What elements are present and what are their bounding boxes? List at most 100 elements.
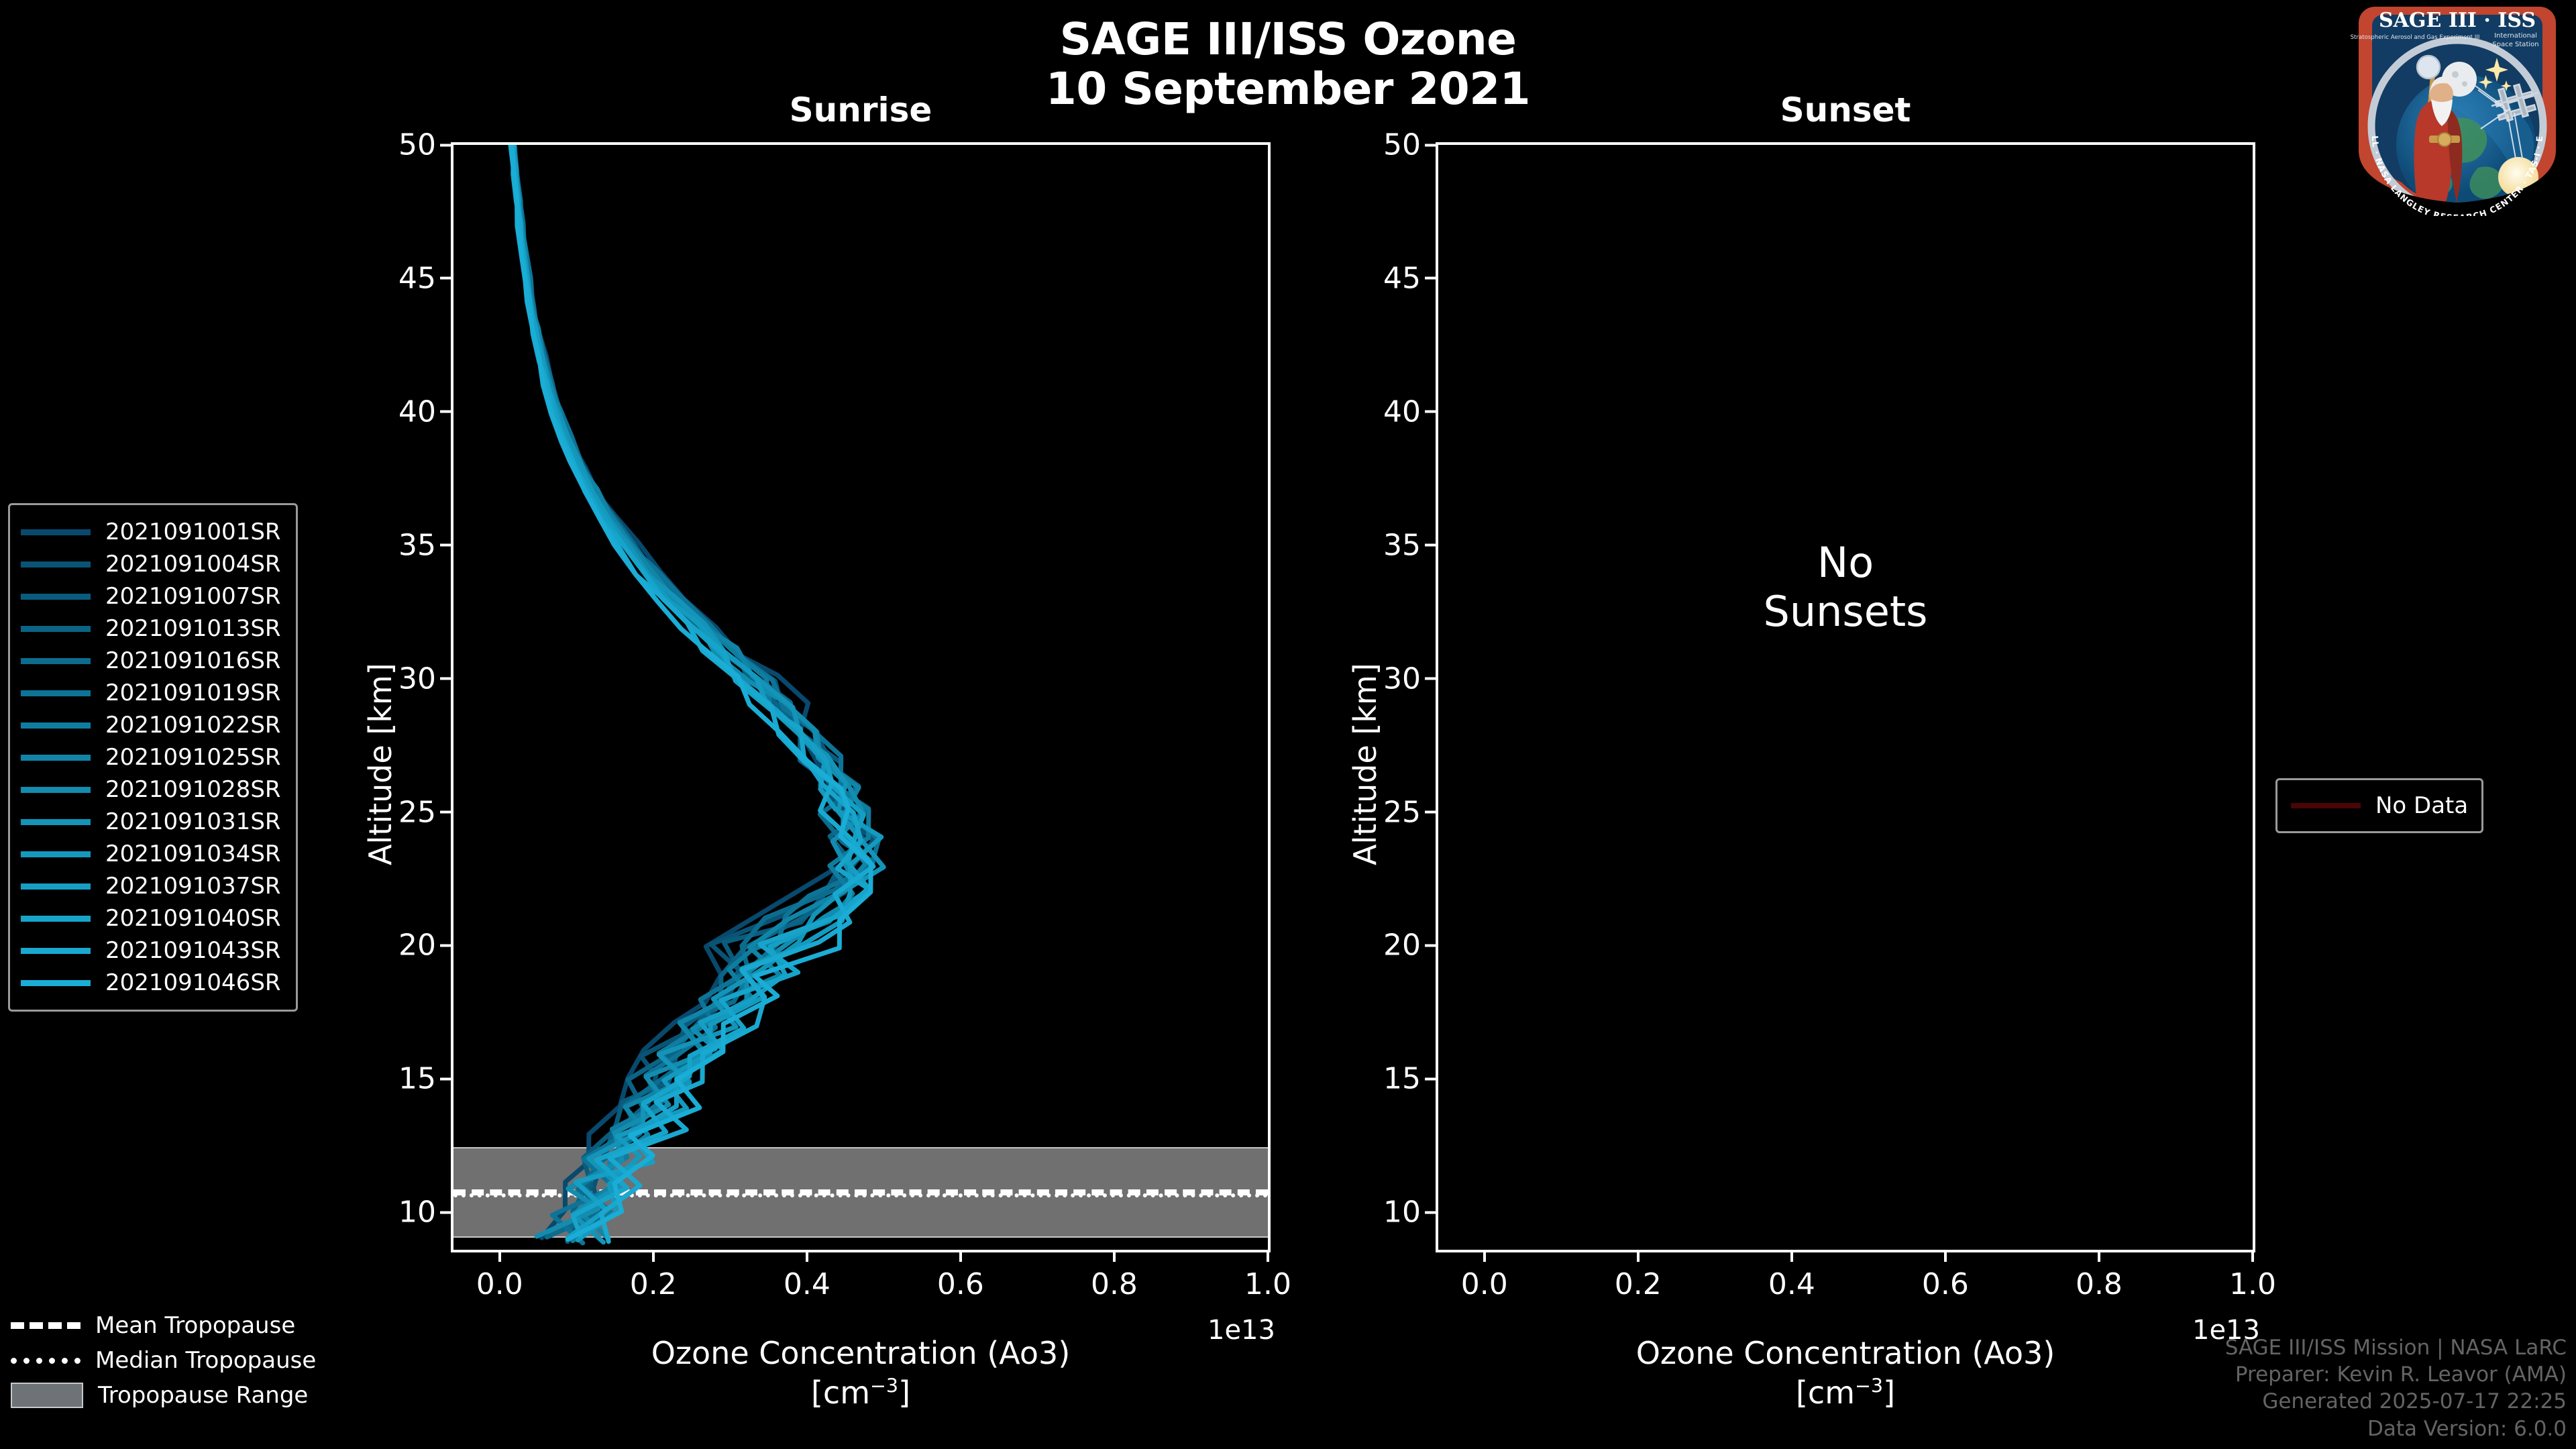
- event-color-swatch: [21, 529, 91, 535]
- sunrise-panel-title: Sunrise: [789, 91, 932, 129]
- no-data-legend[interactable]: No Data: [2275, 778, 2484, 833]
- event-color-swatch: [21, 851, 91, 857]
- legend-item-event[interactable]: 2021091040SR: [21, 902, 281, 934]
- event-label: 2021091037SR: [105, 873, 281, 900]
- y-tick-label: 20: [398, 928, 453, 963]
- event-label: 2021091028SR: [105, 776, 281, 803]
- ozone-profile-line: [511, 145, 871, 1240]
- legend-item-event[interactable]: 2021091007SR: [21, 580, 281, 612]
- x-tick-label: 0.0: [1461, 1250, 1508, 1301]
- legend-item-event[interactable]: 2021091022SR: [21, 709, 281, 741]
- patch-star-small-2: [2501, 80, 2512, 91]
- patch-star-large: [2485, 58, 2508, 82]
- y-tick-label: 10: [1383, 1195, 1438, 1230]
- legend-item-mean-tropopause: Mean Tropopause: [11, 1308, 316, 1343]
- legend-item-event[interactable]: 2021091013SR: [21, 612, 281, 645]
- sunrise-x-axis-label-main: Ozone Concentration (Ao3): [651, 1335, 1071, 1371]
- y-tick-label: 50: [398, 128, 453, 162]
- event-label: 2021091040SR: [105, 905, 281, 932]
- sunrise-plot-area: 10 15 20 25 30 35 40 45 50 0.0 0.2 0.4 0.6 0.8 1.0: [398, 128, 1291, 1302]
- credit-line-preparer: Preparer: Kevin R. Leavor (AMA): [2235, 1362, 2567, 1387]
- x-tick-label: 0.0: [476, 1250, 523, 1301]
- event-color-swatch: [21, 561, 91, 568]
- units-exponent: −3: [1855, 1375, 1884, 1397]
- y-tick-label: 30: [398, 661, 453, 696]
- legend-item-tropopause-range: Tropopause Range: [11, 1378, 316, 1413]
- no-sunsets-message: No Sunsets: [1438, 538, 2253, 636]
- y-tick-label: 25: [1383, 795, 1438, 829]
- y-tick-label: 20: [1383, 928, 1438, 963]
- legend-item-event[interactable]: 2021091043SR: [21, 934, 281, 967]
- credits-block: SAGE III/ISS Mission | NASA LaRC Prepare…: [2225, 1334, 2567, 1442]
- legend-item-event[interactable]: 2021091037SR: [21, 870, 281, 902]
- median-tropopause-label: Median Tropopause: [95, 1347, 317, 1374]
- legend-item-event[interactable]: 2021091028SR: [21, 773, 281, 806]
- legend-item-event[interactable]: 2021091034SR: [21, 838, 281, 870]
- patch-star-small-1: [2479, 75, 2493, 89]
- legend-item-event[interactable]: 2021091001SR: [21, 516, 281, 548]
- x-tick-label: 0.8: [2076, 1250, 2123, 1301]
- event-label: 2021091001SR: [105, 519, 281, 545]
- x-tick-label: 1.0: [2229, 1250, 2276, 1301]
- legend-item-no-data: No Data: [2291, 790, 2468, 822]
- event-color-swatch: [21, 883, 91, 890]
- y-tick-label: 45: [1383, 261, 1438, 295]
- event-color-swatch: [21, 722, 91, 729]
- sunrise-event-legend[interactable]: 2021091001SR 2021091004SR 2021091007SR 2021…: [8, 503, 298, 1012]
- event-color-swatch: [21, 979, 91, 986]
- x-tick-label: 0.2: [1615, 1250, 1662, 1301]
- legend-item-event[interactable]: 2021091046SR: [21, 967, 281, 999]
- sunset-plot-area: No Sunsets 10 15 20 25 30 35 40 45 50 0.0 0.2 0.4 0…: [1383, 128, 2276, 1302]
- sage-iii-iss-mission-patch-icon: SAGE III · ISS Stratospheric Aerosol and…: [2347, 0, 2556, 216]
- sunset-x-axis-label-main: Ozone Concentration (Ao3): [1635, 1335, 2055, 1371]
- y-tick-label: 45: [398, 261, 453, 295]
- y-tick-label: 15: [1383, 1062, 1438, 1096]
- legend-item-event[interactable]: 2021091019SR: [21, 677, 281, 709]
- event-color-swatch: [21, 593, 91, 600]
- title-line-1: SAGE III/ISS Ozone: [1059, 13, 1517, 65]
- legend-item-event[interactable]: 2021091016SR: [21, 645, 281, 677]
- event-color-swatch: [21, 786, 91, 793]
- sunrise-y-axis-label: Altitude [km]: [362, 663, 398, 865]
- y-tick-label: 50: [1383, 128, 1438, 162]
- event-color-swatch: [21, 818, 91, 825]
- credit-line-mission: SAGE III/ISS Mission | NASA LaRC: [2224, 1335, 2567, 1360]
- sunset-y-axis-label: Altitude [km]: [1347, 663, 1383, 865]
- event-label: 2021091031SR: [105, 808, 281, 835]
- ozone-profile-line: [513, 148, 873, 1237]
- x-tick-label: 1.0: [1244, 1250, 1291, 1301]
- units-open: [cm: [1795, 1374, 1856, 1411]
- ozone-profile-lines: [453, 145, 1268, 1250]
- patch-moon-crater-2: [2462, 81, 2467, 87]
- patch-silver-ring: [2367, 36, 2547, 203]
- no-sunsets-line-2: Sunsets: [1763, 586, 1928, 636]
- sunset-x-axis-units: [cm−3]: [1436, 1373, 2255, 1413]
- y-tick-label: 35: [1383, 528, 1438, 562]
- y-tick-label: 40: [1383, 394, 1438, 429]
- y-tick-label: 10: [398, 1195, 453, 1230]
- y-tick-label: 35: [398, 528, 453, 562]
- patch-continent-2: [2469, 166, 2504, 199]
- mean-tropopause-label: Mean Tropopause: [95, 1312, 296, 1339]
- legend-item-event[interactable]: 2021091025SR: [21, 741, 281, 773]
- credit-line-generated: Generated 2025-07-17 22:25: [2262, 1389, 2567, 1414]
- no-data-color-swatch: [2291, 803, 2361, 808]
- x-tick-label: 0.6: [937, 1250, 984, 1301]
- event-label: 2021091004SR: [105, 551, 281, 578]
- y-tick-label: 30: [1383, 661, 1438, 696]
- units-exponent: −3: [870, 1375, 899, 1397]
- dotted-line-icon: [11, 1357, 80, 1364]
- event-color-swatch: [21, 754, 91, 761]
- patch-subtitle-right-1: International: [2494, 32, 2537, 40]
- event-label: 2021091025SR: [105, 744, 281, 771]
- tropopause-legend: Mean Tropopause Median Tropopause Tropop…: [11, 1308, 316, 1413]
- event-color-swatch: [21, 915, 91, 922]
- legend-item-event[interactable]: 2021091004SR: [21, 548, 281, 580]
- event-color-swatch: [21, 657, 91, 664]
- event-color-swatch: [21, 947, 91, 954]
- legend-item-event[interactable]: 2021091031SR: [21, 806, 281, 838]
- ozone-profile-line: [511, 145, 873, 1242]
- event-label: 2021091016SR: [105, 647, 281, 674]
- patch-moon-crater-1: [2452, 71, 2459, 78]
- patch-occultation-rays: [2475, 85, 2523, 159]
